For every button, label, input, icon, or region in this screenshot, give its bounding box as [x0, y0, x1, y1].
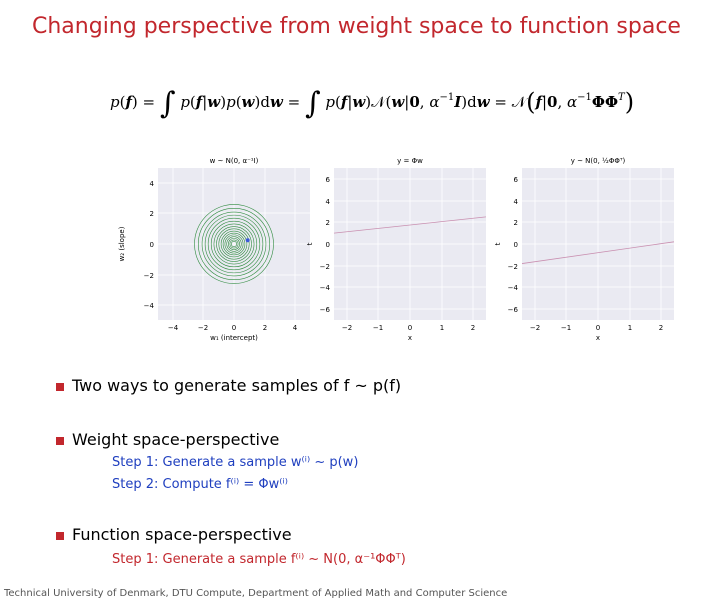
- contour-ring: [224, 234, 244, 254]
- series-line: [333, 216, 487, 234]
- y-tick-label: −4: [144, 302, 155, 310]
- plot-title: y ~ N(0, ½ΦΦᵀ): [571, 157, 626, 165]
- contour-ring: [194, 204, 274, 284]
- contour-ring: [210, 220, 258, 268]
- step-function-1: Step 1: Generate a sample f⁽ⁱ⁾ ~ N(0, α⁻…: [112, 552, 406, 567]
- y-tick-label: 6: [514, 176, 519, 184]
- x-tick-label: −4: [168, 324, 179, 332]
- contour-ring: [197, 207, 271, 281]
- main-equation: p(f) = ∫ p(f|w)p(w)dw = ∫ p(f|w)𝒩(w|0, α…: [110, 86, 634, 121]
- x-tick-labels: −2 −1 0 1 2: [342, 324, 475, 332]
- x-tick-labels: −4 −2 0 2 4: [168, 324, 298, 332]
- y-tick-label: 0: [514, 241, 518, 249]
- x-tick-label: 1: [440, 324, 444, 332]
- y-tick-label: −6: [320, 306, 331, 314]
- contour-ring: [218, 228, 250, 260]
- contour-ring: [216, 226, 252, 262]
- x-axis-label: x: [408, 334, 412, 342]
- plots-figure: w ~ N(0, α⁻¹I) −4 −2 0 2 4 4 2 0 −2: [118, 157, 675, 342]
- y-tick-label: 4: [150, 180, 155, 188]
- footer: Technical University of Denmark, DTU Com…: [4, 588, 508, 599]
- gridlines: [334, 168, 486, 320]
- y-axis-label: t: [306, 242, 314, 245]
- y-tick-label: 2: [514, 219, 518, 227]
- x-tick-label: −2: [342, 324, 352, 332]
- plot-weight-space: w ~ N(0, α⁻¹I) −4 −2 0 2 4 4 2 0 −2: [118, 157, 310, 342]
- bullet-marker: [56, 437, 64, 445]
- slide-title: Changing perspective from weight space t…: [32, 14, 681, 39]
- x-tick-label: 2: [659, 324, 663, 332]
- x-tick-label: 0: [408, 324, 412, 332]
- plot-function-sample: y ~ N(0, ½ΦΦᵀ) −2 −1 0 1 2 6 4 2: [494, 157, 675, 342]
- contour-ring: [220, 230, 248, 258]
- x-tick-label: 2: [471, 324, 475, 332]
- x-tick-label: −1: [373, 324, 383, 332]
- x-tick-label: 1: [628, 324, 632, 332]
- bullet-marker: [56, 532, 64, 540]
- plot-function-line: y = Φw −2 −1 0 1 2 6 4 2 0: [306, 157, 487, 342]
- y-tick-label: 0: [150, 241, 154, 249]
- contour-ring: [229, 239, 239, 249]
- y-tick-label: 2: [150, 210, 154, 218]
- y-tick-label: 6: [326, 176, 331, 184]
- x-tick-labels: −2 −1 0 1 2: [530, 324, 663, 332]
- x-tick-label: 0: [232, 324, 236, 332]
- gridlines: [522, 168, 674, 320]
- x-tick-label: −1: [561, 324, 571, 332]
- step-weight-2: Step 2: Compute f⁽ⁱ⁾ = Φw⁽ⁱ⁾: [112, 477, 288, 492]
- y-tick-label: 2: [326, 219, 330, 227]
- y-tick-label: −2: [508, 263, 518, 271]
- contour-ring: [222, 232, 246, 256]
- y-tick-label: −2: [144, 272, 154, 280]
- y-tick-label: 4: [514, 198, 519, 206]
- y-tick-label: 4: [326, 198, 331, 206]
- x-tick-label: 0: [596, 324, 600, 332]
- bullet-marker: [56, 383, 64, 391]
- y-tick-labels: 6 4 2 0 −2 −4 −6: [320, 176, 331, 314]
- step-weight-1: Step 1: Generate a sample w⁽ⁱ⁾ ~ p(w): [112, 455, 359, 470]
- bullet-weight-space: Weight space-perspective: [72, 430, 280, 449]
- contour-ring: [207, 217, 261, 271]
- contour-ring: [213, 223, 255, 265]
- y-tick-labels: 6 4 2 0 −2 −4 −6: [508, 176, 519, 314]
- contour-ring: [204, 214, 264, 274]
- y-tick-label: −2: [320, 263, 330, 271]
- bullet-two-ways: Two ways to generate samples of f ~ p(f): [72, 376, 401, 395]
- y-tick-label: −4: [508, 284, 519, 292]
- contour-ring: [228, 238, 240, 250]
- contour-ring: [226, 236, 242, 252]
- plot-title: w ~ N(0, α⁻¹I): [210, 157, 259, 165]
- y-axis-label: t: [494, 242, 502, 245]
- x-axis-label: w₁ (intercept): [210, 334, 258, 342]
- series-line: [521, 241, 675, 264]
- gridlines: [158, 168, 310, 320]
- contour-ring: [230, 240, 238, 248]
- y-tick-label: −4: [320, 284, 331, 292]
- x-tick-label: −2: [530, 324, 540, 332]
- x-axis-label: x: [596, 334, 600, 342]
- x-tick-label: −2: [198, 324, 208, 332]
- y-tick-label: −6: [508, 306, 519, 314]
- bullet-function-space: Function space-perspective: [72, 525, 292, 544]
- equation-text: p(f) = ∫ p(f|w)p(w)dw = ∫ p(f|w)𝒩(w|0, α…: [110, 86, 634, 121]
- plot-title: y = Φw: [397, 157, 423, 165]
- bullet-text: Two ways to generate samples of f ~ p(f): [72, 376, 402, 395]
- y-tick-labels: 4 2 0 −2 −4: [144, 180, 155, 310]
- y-tick-label: 0: [326, 241, 330, 249]
- contours: [194, 204, 274, 284]
- x-tick-label: 2: [263, 324, 267, 332]
- y-axis-label: w₂ (slope): [118, 226, 126, 261]
- x-tick-label: 4: [293, 324, 298, 332]
- sample-point: [245, 238, 250, 243]
- contour-ring: [201, 211, 267, 277]
